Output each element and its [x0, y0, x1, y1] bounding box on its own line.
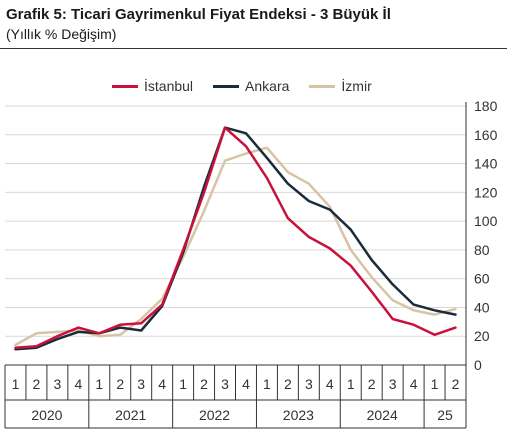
y-tick-label: 60 [474, 271, 490, 287]
legend-label-izmir: İzmir [341, 78, 372, 94]
quarter-label: 1 [179, 376, 187, 392]
y-tick-label: 40 [474, 299, 490, 315]
quarter-label: 2 [284, 376, 292, 392]
quarter-label: 3 [389, 376, 397, 392]
legend-item-izmir: İzmir [309, 78, 372, 94]
legend-item-ankara: Ankara [213, 78, 289, 94]
quarter-label: 4 [410, 376, 418, 392]
series-line-ankara [14, 126, 457, 351]
quarter-label: 4 [242, 376, 250, 392]
chart-legend: İstanbul Ankara İzmir [112, 78, 372, 94]
y-tick-label: 0 [474, 357, 482, 373]
quarter-label: 2 [33, 376, 41, 392]
quarter-label: 4 [158, 376, 166, 392]
quarter-label: 2 [368, 376, 376, 392]
legend-swatch-ankara [213, 84, 240, 88]
quarter-label: 4 [326, 376, 334, 392]
year-label: 2023 [283, 407, 314, 423]
chart-subtitle: (Yıllık % Değişim) [6, 26, 117, 42]
year-label: 2024 [367, 407, 398, 423]
year-label: 25 [437, 407, 453, 423]
quarter-label: 4 [74, 376, 82, 392]
legend-label-ankara: Ankara [245, 78, 290, 94]
chart-title: Grafik 5: Ticari Gayrimenkul Fiyat Endek… [6, 6, 391, 23]
quarter-label: 3 [53, 376, 61, 392]
quarter-label: 3 [305, 376, 313, 392]
legend-swatch-istanbul [112, 84, 138, 88]
quarter-label: 1 [431, 376, 439, 392]
y-tick-label: 140 [474, 156, 498, 172]
legend-swatch-izmir [309, 84, 336, 88]
series-line-i-stanbul [14, 126, 457, 349]
y-tick-label: 100 [474, 213, 498, 229]
year-label: 2021 [115, 407, 146, 423]
y-tick-label: 180 [474, 98, 498, 114]
quarter-label: 3 [221, 376, 229, 392]
quarter-label: 2 [452, 376, 460, 392]
quarter-label: 1 [12, 376, 20, 392]
y-tick-label: 120 [474, 184, 498, 200]
quarter-label: 1 [347, 376, 355, 392]
quarter-label: 1 [263, 376, 271, 392]
quarter-label: 1 [95, 376, 103, 392]
y-tick-label: 80 [474, 242, 490, 258]
legend-item-istanbul: İstanbul [112, 78, 193, 94]
quarter-label: 3 [137, 376, 145, 392]
legend-label-istanbul: İstanbul [144, 78, 194, 94]
quarter-label: 2 [200, 376, 208, 392]
year-label: 2022 [199, 407, 230, 423]
year-label: 2020 [31, 407, 62, 423]
y-tick-label: 20 [474, 328, 490, 344]
quarter-label: 2 [116, 376, 124, 392]
y-tick-label: 160 [474, 127, 498, 143]
title-divider [0, 48, 507, 49]
